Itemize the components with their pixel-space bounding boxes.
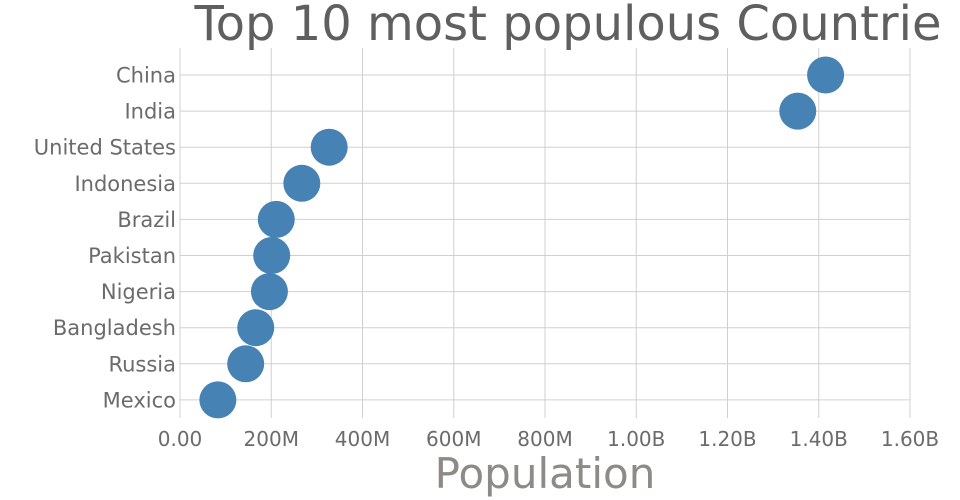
data-point-pakistan[interactable]	[253, 237, 291, 274]
data-point-russia[interactable]	[227, 345, 265, 383]
x-axis-title: Population	[435, 449, 656, 498]
data-point-nigeria[interactable]	[250, 273, 288, 311]
data-point-india[interactable]	[779, 92, 817, 130]
data-point-mexico[interactable]	[199, 381, 237, 419]
y-tick-label: United States	[34, 136, 176, 160]
data-point-united-states[interactable]	[310, 128, 348, 166]
x-tick-label: 800M	[517, 427, 572, 451]
y-tick-label: Mexico	[103, 388, 176, 412]
data-points	[199, 56, 845, 419]
y-tick-label: Bangladesh	[53, 316, 176, 340]
x-tick-label: 400M	[335, 427, 390, 451]
x-tick-label: 200M	[244, 427, 299, 451]
y-axis-tick-labels: China India United States Indonesia Brazil Pa…	[34, 64, 176, 413]
data-point-brazil[interactable]	[257, 200, 295, 238]
x-tick-label: 1.40B	[790, 427, 848, 451]
y-gridlines	[180, 74, 910, 401]
data-point-indonesia[interactable]	[283, 164, 321, 202]
x-tick-label: 1.00B	[607, 427, 665, 451]
y-tick-label: India	[124, 100, 176, 124]
data-point-bangladesh[interactable]	[237, 309, 275, 347]
y-tick-label: Pakistan	[88, 244, 176, 268]
chart-title: Top 10 most populous Countrie	[193, 0, 941, 52]
y-tick-label: China	[116, 64, 176, 88]
y-tick-label: Russia	[108, 352, 176, 376]
x-tick-label: 1.60B	[881, 427, 939, 451]
y-tick-label: Nigeria	[101, 280, 176, 304]
x-gridlines	[179, 48, 911, 418]
x-tick-label: 0.00	[158, 427, 203, 451]
y-tick-label: Brazil	[117, 208, 176, 232]
x-tick-label: 1.20B	[698, 427, 756, 451]
y-tick-label: Indonesia	[74, 172, 176, 196]
data-point-china[interactable]	[807, 56, 845, 94]
x-axis-tick-labels: 0.00 200M 400M 600M 800M 1.00B 1.20B 1.40B 1.60B	[158, 427, 939, 451]
x-tick-label: 600M	[426, 427, 481, 451]
